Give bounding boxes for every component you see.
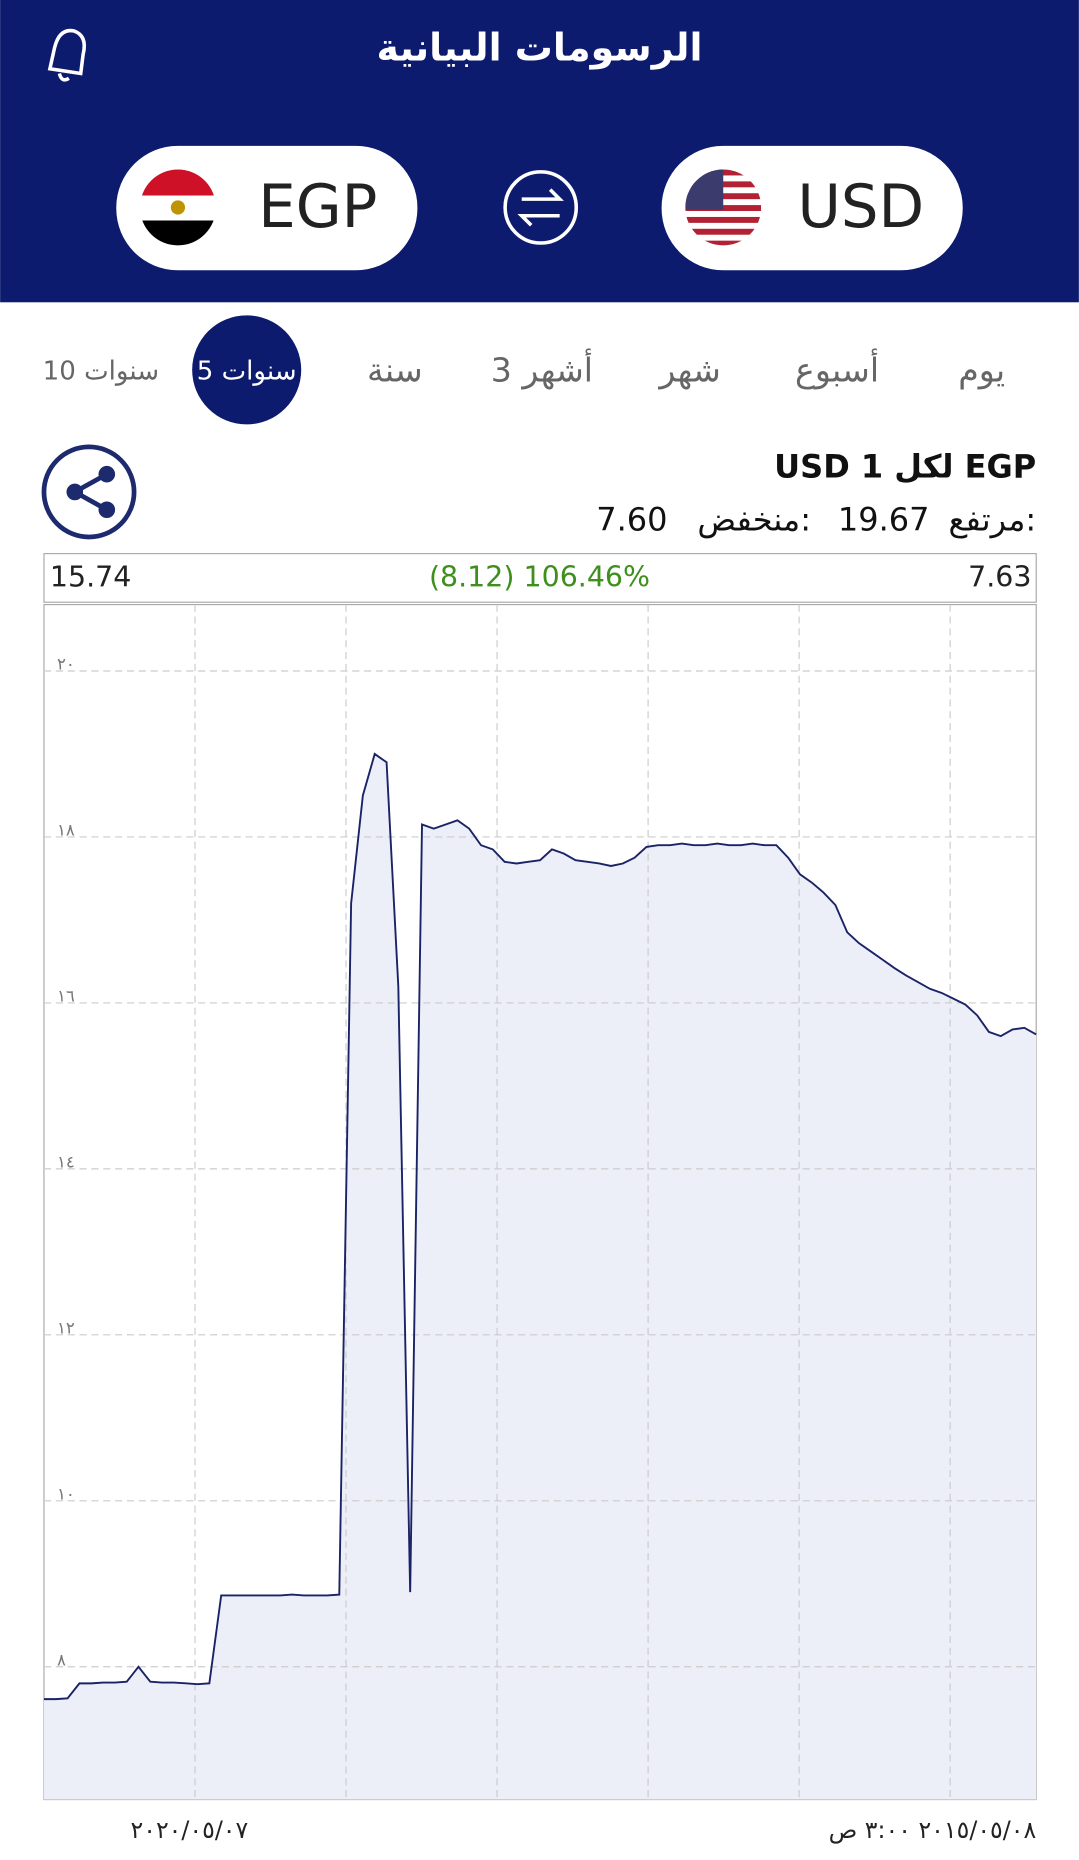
line bbox=[43, 752, 1037, 1701]
from-currency[interactable]: EGP bbox=[116, 145, 418, 271]
range-tab[interactable]: يوم bbox=[958, 351, 1005, 390]
high-value: 19.67 bbox=[838, 501, 930, 539]
y-tick-label: ١٠ bbox=[57, 1484, 75, 1503]
area bbox=[43, 753, 1037, 1800]
range-tab[interactable]: سنة bbox=[367, 351, 423, 390]
range-tab[interactable]: 5 سنوات bbox=[197, 357, 297, 387]
range-tabs: يوم أسبوع شهر 3 أشهر سنة 5 سنوات 10 سنوات bbox=[43, 315, 1005, 425]
header-title: الرسومات البيانية bbox=[376, 25, 702, 69]
summary-change: (8.12) 106.46% bbox=[429, 561, 650, 594]
to-currency[interactable]: USD bbox=[661, 145, 963, 271]
y-tick-label: ١٤ bbox=[57, 1152, 75, 1171]
range-tab[interactable]: 3 أشهر bbox=[491, 349, 593, 390]
active-tab-bg bbox=[192, 315, 302, 425]
low-label: منخفض: bbox=[697, 501, 811, 539]
y-tick-label: ١٢ bbox=[57, 1318, 75, 1337]
bell-icon[interactable] bbox=[47, 28, 87, 82]
summary-left: 15.74 bbox=[50, 561, 131, 594]
swap-button[interactable] bbox=[503, 170, 579, 245]
y-tick-label: ٨ bbox=[57, 1650, 66, 1669]
from-code: EGP bbox=[258, 172, 377, 241]
summary-box bbox=[43, 553, 1037, 603]
high-label: مرتفع: bbox=[949, 501, 1037, 539]
to-code: USD bbox=[797, 172, 924, 241]
summary-right: 7.63 bbox=[968, 561, 1031, 594]
low-value: 7.60 bbox=[596, 501, 667, 539]
share-button[interactable] bbox=[41, 444, 137, 540]
y-tick-label: ٢٠ bbox=[57, 655, 75, 674]
chart: ٨ ١٠ ١٢ ١٤ ١٦ ١٨ ٢٠ ٢٠٢٠/٠٥/٠٧ ٢٠١٥/٠٥/٠٨ ٣:٠٠ ص bbox=[43, 603, 1037, 1844]
y-tick-label: ١٦ bbox=[57, 986, 75, 1005]
x-tick-label: ٢٠١٥/٠٥/٠٨ ٣:٠٠ ص bbox=[829, 1816, 1037, 1844]
range-tab[interactable]: 10 سنوات bbox=[43, 357, 159, 387]
x-tick-label: ٢٠٢٠/٠٥/٠٧ bbox=[131, 1816, 249, 1844]
y-tick-label: ١٨ bbox=[57, 821, 75, 840]
pair-label: USD لكل 1 EGP bbox=[774, 447, 1036, 485]
range-tab[interactable]: أسبوع bbox=[795, 349, 879, 390]
range-tab[interactable]: شهر bbox=[657, 351, 720, 390]
